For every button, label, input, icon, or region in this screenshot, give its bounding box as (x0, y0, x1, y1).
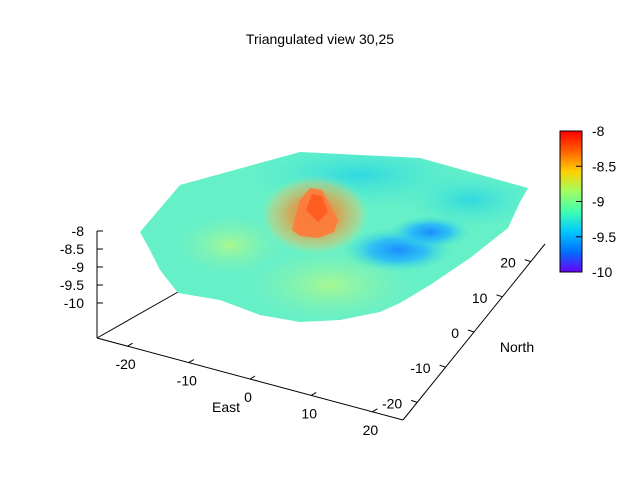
surface-peak-top (306, 194, 328, 222)
x-tick-mark (188, 359, 195, 364)
colorbar: -8 -8.5 -9 -9.5 -10 (559, 123, 616, 280)
x-tick-mark (127, 342, 133, 347)
z-tick-label: -9 (72, 259, 85, 275)
y-tick-mark (439, 364, 446, 368)
y-tick-label: 10 (472, 290, 488, 306)
z-tick-label: -9.5 (60, 277, 84, 293)
colorbar-tick-label: -10 (592, 264, 612, 280)
surface-green-region-2 (175, 215, 285, 275)
y-tick-mark (524, 259, 531, 263)
x-tick-label: -20 (115, 356, 135, 372)
y-tick-mark (411, 399, 418, 403)
chart-title: Triangulated view 30,25 (246, 31, 394, 47)
x-axis-label: East (212, 399, 240, 415)
x-tick-mark (310, 391, 317, 396)
y-axis-ticks: -20 -10 0 10 20 (382, 255, 531, 411)
z-axis-ticks: -8 -8.5 -9 -9.5 -10 (60, 223, 103, 311)
surface-cyan-region-2 (400, 170, 528, 230)
surface-depression-2 (390, 216, 470, 248)
y-axis-label: North (500, 339, 534, 355)
z-tick-label: -8 (72, 223, 85, 239)
back-axis-line (96, 291, 179, 339)
colorbar-ticks: -8 -8.5 -9 -9.5 -10 (576, 123, 616, 280)
y-tick-label: 0 (451, 325, 459, 341)
y-tick-label: -20 (382, 395, 402, 411)
colorbar-tick-label: -8.5 (592, 158, 616, 174)
y-tick-mark (496, 294, 503, 298)
x-axis-ticks: -20 -10 0 10 20 (115, 342, 379, 438)
z-tick-label: -10 (64, 295, 84, 311)
x-tick-mark (372, 408, 378, 413)
x-tick-mark (249, 375, 256, 380)
colorbar-tick-label: -8 (592, 123, 605, 139)
x-tick-label: 0 (244, 389, 252, 405)
z-tick-label: -8.5 (60, 241, 84, 257)
colorbar-tick-label: -9 (592, 194, 605, 210)
y-tick-label: -10 (410, 360, 430, 376)
x-tick-label: 20 (363, 422, 379, 438)
x-tick-label: 10 (301, 405, 317, 421)
x-tick-label: -10 (177, 373, 197, 389)
surface (140, 152, 528, 322)
y-tick-label: 20 (500, 255, 516, 271)
colorbar-tick-label: -9.5 (592, 229, 616, 245)
y-tick-mark (467, 329, 475, 333)
